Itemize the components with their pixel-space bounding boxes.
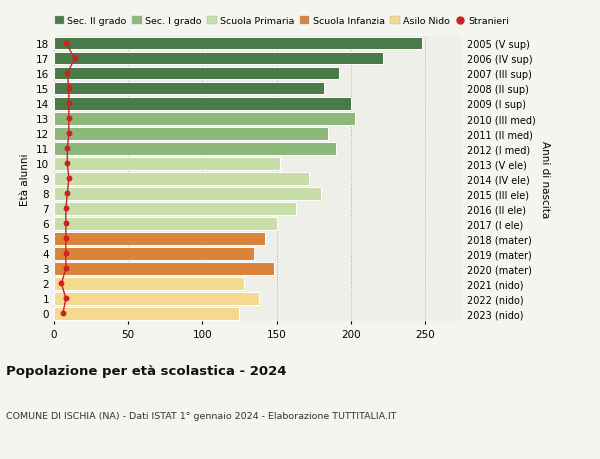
Point	[64, 85, 74, 93]
Y-axis label: Anni di nascita: Anni di nascita	[539, 140, 550, 218]
Point	[58, 310, 68, 318]
Point	[61, 235, 71, 243]
Bar	[54, 278, 244, 290]
Bar	[54, 248, 254, 260]
Point	[56, 280, 66, 287]
Point	[64, 130, 74, 138]
Bar	[54, 308, 239, 320]
Point	[62, 71, 72, 78]
Point	[61, 295, 71, 302]
Point	[61, 205, 71, 213]
Bar	[54, 158, 280, 170]
Y-axis label: Età alunni: Età alunni	[20, 153, 31, 205]
Bar	[54, 38, 422, 50]
Point	[61, 220, 71, 228]
Bar	[54, 68, 339, 80]
Point	[62, 146, 72, 153]
Bar	[54, 188, 321, 200]
Bar	[54, 218, 277, 230]
Point	[64, 175, 74, 183]
Point	[61, 265, 71, 273]
Bar	[54, 203, 296, 215]
Bar	[54, 98, 351, 110]
Point	[62, 190, 72, 198]
Point	[70, 56, 80, 63]
Bar	[54, 233, 265, 245]
Bar	[54, 293, 259, 305]
Bar	[54, 128, 328, 140]
Point	[61, 40, 71, 48]
Bar	[54, 263, 274, 275]
Point	[62, 160, 72, 168]
Text: COMUNE DI ISCHIA (NA) - Dati ISTAT 1° gennaio 2024 - Elaborazione TUTTITALIA.IT: COMUNE DI ISCHIA (NA) - Dati ISTAT 1° ge…	[6, 411, 397, 420]
Bar	[54, 113, 355, 125]
Point	[61, 250, 71, 257]
Bar	[54, 83, 324, 95]
Bar	[54, 173, 309, 185]
Point	[64, 101, 74, 108]
Legend: Sec. II grado, Sec. I grado, Scuola Primaria, Scuola Infanzia, Asilo Nido, Stran: Sec. II grado, Sec. I grado, Scuola Prim…	[55, 17, 509, 26]
Text: Popolazione per età scolastica - 2024: Popolazione per età scolastica - 2024	[6, 364, 287, 377]
Bar	[54, 53, 383, 65]
Bar	[54, 143, 336, 155]
Point	[64, 115, 74, 123]
